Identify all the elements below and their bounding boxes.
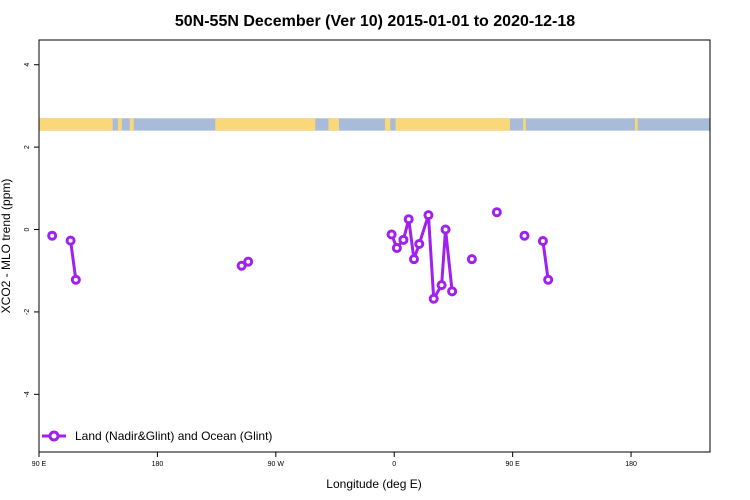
x-tick-label-0: 90 E: [32, 461, 47, 468]
legend: Land (Nadir&Glint) and Ocean (Glint): [42, 429, 272, 443]
land-band-4: [328, 118, 339, 131]
data-point-1-1: [70, 274, 81, 285]
x-tick-label-5: 180: [625, 461, 637, 468]
data-point-7-0: [537, 236, 548, 247]
land-band-0: [39, 118, 113, 131]
y-tick-label-3: -2: [24, 309, 31, 315]
data-point-2-1: [243, 256, 254, 267]
legend-label: Land (Nadir&Glint) and Ocean (Glint): [75, 429, 272, 443]
data-point-3-0: [386, 229, 397, 240]
land-band-3: [215, 118, 316, 131]
land-band-7: [523, 118, 526, 131]
y-tick-label-0: 4: [24, 63, 31, 67]
y-axis-label: XCO2 - MLO trend (ppm): [0, 179, 13, 314]
land-ocean-strip: [39, 118, 710, 131]
x-tick-label-1: 180: [152, 461, 164, 468]
data-point-1-0: [65, 235, 76, 246]
x-tick-label-3: 0: [392, 461, 396, 468]
y-axis: 4 2 0 -2 -4: [24, 63, 39, 397]
series-group: [47, 207, 554, 304]
x-tick-label-4: 90 E: [505, 461, 520, 468]
land-band-2: [129, 118, 134, 131]
y-tick-label-2: 0: [24, 227, 31, 231]
data-point-3-7: [428, 293, 439, 304]
data-point-3-4: [408, 254, 419, 265]
data-point-3-8: [436, 280, 447, 291]
land-band-6: [395, 118, 511, 131]
chart-title: 50N-55N December (Ver 10) 2015-01-01 to …: [175, 13, 575, 30]
data-point-6-0: [519, 230, 530, 241]
data-point-2-0: [236, 260, 247, 271]
data-point-4-0: [466, 254, 477, 265]
land-band-5: [385, 118, 391, 131]
x-axis-label: Longitude (deg E): [326, 477, 421, 491]
series-line-0-7: [541, 240, 550, 280]
legend-marker: [48, 430, 60, 442]
data-point-5-0: [491, 207, 502, 218]
series-line-0-1: [69, 240, 78, 280]
data-point-3-3: [403, 214, 414, 225]
data-point-3-10: [447, 286, 458, 297]
x-tick-label-2: 90 W: [268, 461, 285, 468]
y-tick-label-1: 2: [24, 145, 31, 149]
plot-frame: [38, 39, 711, 453]
land-band-1: [117, 118, 122, 131]
land-band-8: [635, 118, 638, 131]
data-point-3-9: [440, 224, 451, 235]
data-point-0-0: [47, 230, 58, 241]
data-point-3-2: [398, 234, 409, 245]
y-tick-label-4: -4: [24, 391, 31, 397]
data-point-3-1: [391, 243, 402, 254]
data-point-7-1: [543, 274, 554, 285]
ocean-band: [39, 118, 710, 131]
data-point-3-5: [414, 238, 425, 249]
x-axis: 90 E 180 90 W 0 90 E 180: [32, 452, 637, 468]
data-point-3-6: [423, 210, 434, 221]
